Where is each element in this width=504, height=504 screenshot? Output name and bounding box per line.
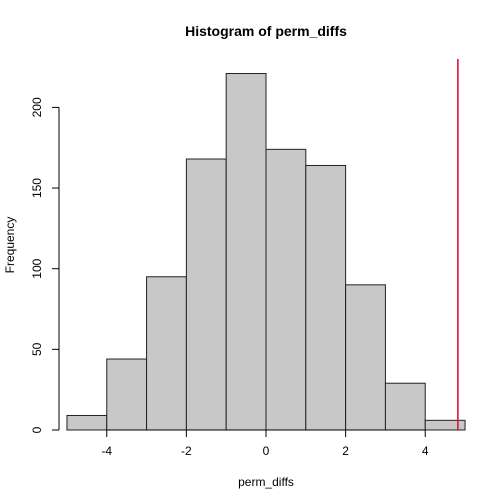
chart-title: Histogram of perm_diffs <box>185 23 347 39</box>
y-tick-label: 100 <box>30 258 44 278</box>
x-tick-label: -2 <box>181 444 192 458</box>
x-axis-label: perm_diffs <box>238 475 294 489</box>
y-axis: 0 50 100 150 200 <box>30 97 60 433</box>
y-tick-label: 50 <box>30 342 44 356</box>
histogram-bar-0 <box>66 414 108 431</box>
x-axis: -4 -2 0 2 4 <box>101 429 429 458</box>
histogram-bar-6 <box>305 164 347 431</box>
histogram-bar-2 <box>146 276 187 431</box>
y-tick-label: 200 <box>30 97 44 117</box>
histogram-bar-4 <box>225 73 267 431</box>
histogram-bar-3 <box>185 158 227 431</box>
y-tick-label: 150 <box>30 178 44 198</box>
histogram-bar-7 <box>345 284 386 431</box>
y-axis-label: Frequency <box>3 217 17 274</box>
x-tick-label: -4 <box>101 444 112 458</box>
histogram-bar-5 <box>265 148 307 431</box>
histogram-bar-9 <box>424 419 466 431</box>
bars-group <box>66 73 466 431</box>
histogram-bar-8 <box>384 382 426 431</box>
x-tick-label: 0 <box>263 444 270 458</box>
y-tick-label: 0 <box>30 426 44 433</box>
histogram-bar-1 <box>106 358 148 431</box>
x-tick-label: 2 <box>342 444 349 458</box>
x-tick-label: 4 <box>422 444 429 458</box>
